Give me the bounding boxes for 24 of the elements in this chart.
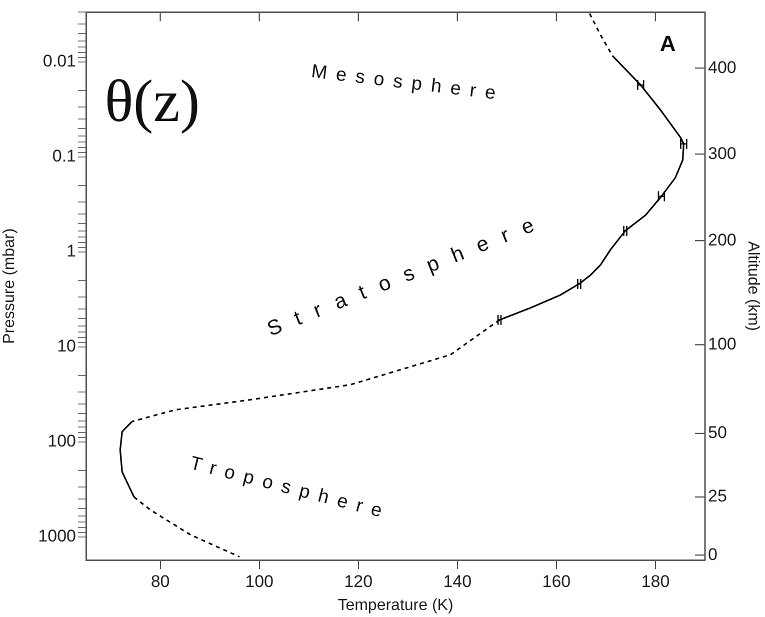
x-tick-label: 120 [344,572,373,591]
annotation: θ(z) [104,68,200,134]
annotation: A [660,31,676,56]
y-tick-label: 0.1 [52,146,76,166]
text: 25 [708,486,727,506]
y-axis-title: Pressure (mbar) [1,228,18,344]
y-tick-label: 1000 [38,526,76,546]
text: 100 [708,334,736,354]
text: 400 [708,58,736,77]
y-tick-label: 0.01 [42,52,76,71]
x-tick-label: 100 [245,572,274,591]
y2-axis-title: Altitude (km) [744,241,762,331]
text: 0 [708,544,718,564]
y-tick-label: 100 [48,432,76,451]
text: 300 [708,144,736,163]
x-tick-label: 80 [150,572,170,591]
x-tick-label: 160 [542,572,571,591]
x-axis-title: Temperature (K) [338,596,454,614]
x-tick-label: 140 [443,572,472,591]
y-tick-label: 10 [57,336,76,356]
text: 200 [708,230,736,250]
x-tick-label: 180 [641,572,670,591]
text: 50 [708,423,727,442]
y-tick-label: 1 [66,242,76,261]
